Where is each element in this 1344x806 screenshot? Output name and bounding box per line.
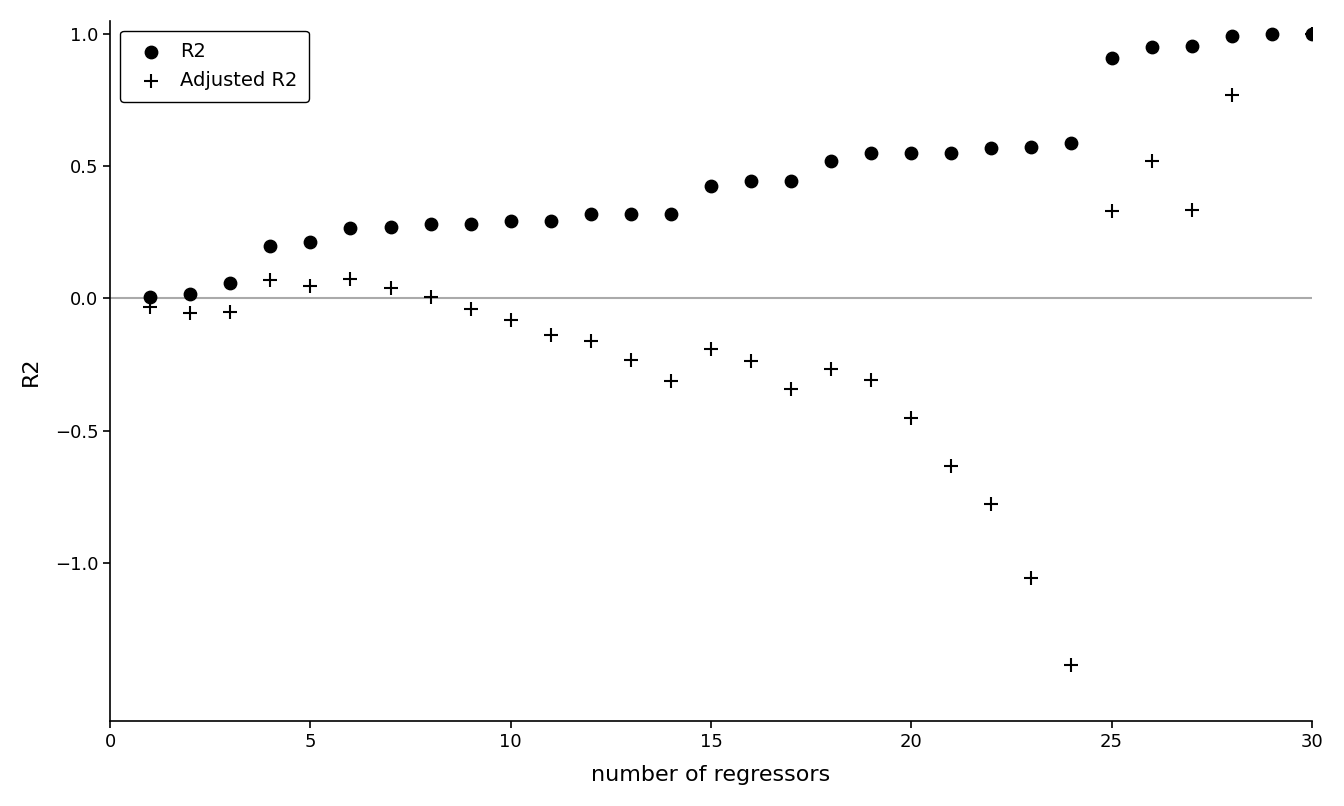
Adjusted R2 [1060,659,1082,672]
Adjusted R2 [581,334,602,347]
R2 [660,207,681,220]
Adjusted R2 [540,329,562,342]
R2 [460,218,481,231]
R2 [500,214,521,227]
Adjusted R2 [180,307,202,320]
R2 [620,207,641,220]
R2 [860,147,882,160]
R2 [140,291,161,304]
Legend: R2, Adjusted R2: R2, Adjusted R2 [120,31,309,102]
R2 [781,174,802,187]
R2 [941,147,962,160]
R2 [1181,39,1203,52]
R2 [219,276,241,289]
Adjusted R2 [1020,571,1042,584]
R2 [419,218,441,231]
R2 [180,288,202,301]
R2 [380,220,402,233]
Adjusted R2 [340,272,362,285]
Adjusted R2 [741,355,762,368]
Adjusted R2 [1141,155,1163,168]
R2 [1020,140,1042,153]
R2 [581,207,602,220]
Adjusted R2 [380,281,402,294]
Adjusted R2 [900,412,922,425]
R2 [1261,27,1282,40]
Adjusted R2 [781,382,802,395]
Adjusted R2 [981,498,1003,511]
R2 [900,147,922,160]
R2 [259,239,281,252]
Adjusted R2 [700,343,722,355]
Adjusted R2 [1181,204,1203,217]
Adjusted R2 [860,374,882,387]
Adjusted R2 [1101,204,1122,217]
Adjusted R2 [1220,88,1242,101]
Adjusted R2 [660,375,681,388]
R2 [700,180,722,193]
Adjusted R2 [500,314,521,326]
Adjusted R2 [259,273,281,286]
R2 [1301,27,1322,40]
Adjusted R2 [620,353,641,366]
Adjusted R2 [460,303,481,316]
Adjusted R2 [219,305,241,318]
X-axis label: number of regressors: number of regressors [591,765,831,785]
R2 [1141,41,1163,54]
R2 [820,155,841,168]
Adjusted R2 [1301,27,1322,40]
R2 [1060,136,1082,149]
Y-axis label: R2: R2 [22,356,40,386]
Adjusted R2 [419,290,441,303]
R2 [741,174,762,187]
R2 [540,214,562,227]
Adjusted R2 [300,280,321,293]
R2 [1220,30,1242,43]
R2 [981,141,1003,154]
R2 [1101,52,1122,64]
R2 [340,222,362,235]
Adjusted R2 [820,363,841,376]
Adjusted R2 [140,301,161,314]
Adjusted R2 [941,460,962,473]
R2 [300,236,321,249]
